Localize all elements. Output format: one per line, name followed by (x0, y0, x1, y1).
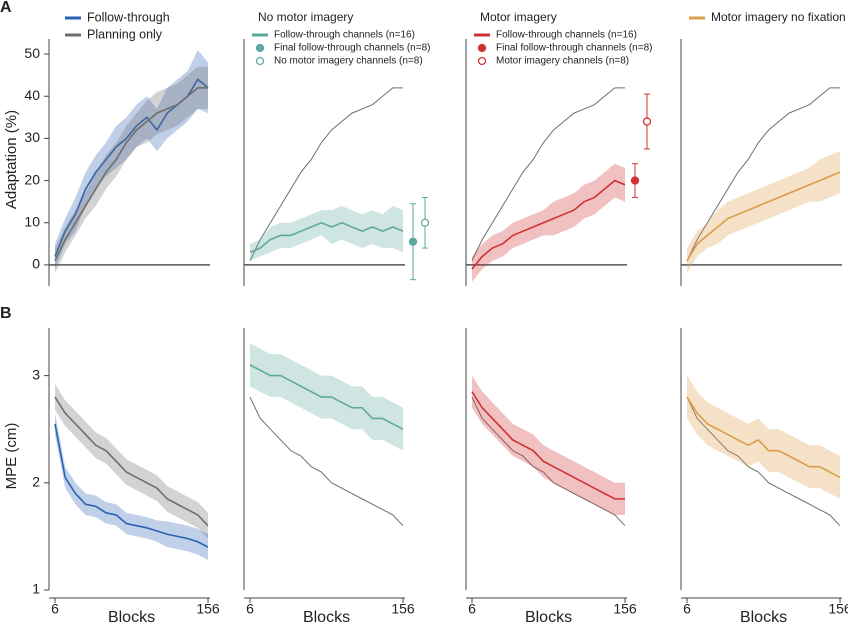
series-line (249, 221, 404, 254)
y-tick-label: 3 (32, 366, 40, 382)
panel-label: A (0, 0, 12, 16)
x-axis-label: Blocks (740, 609, 787, 626)
y-tick-label: 20 (24, 171, 40, 187)
y-tick-label: 50 (24, 45, 40, 61)
error-band (687, 375, 840, 499)
legend-label: Follow-through channels (n=16) (496, 30, 637, 41)
x-tick-label: 156 (613, 601, 637, 617)
series-line (471, 179, 626, 270)
x-axis-label: Blocks (303, 609, 350, 626)
legend-title: Motor imagery (480, 10, 557, 24)
legend-label: Planning only (87, 27, 163, 41)
series-line (249, 396, 404, 527)
x-tick-label: 6 (51, 601, 59, 617)
y-tick-label: 30 (24, 129, 40, 145)
series-line (249, 87, 403, 261)
series-line (54, 396, 209, 527)
legend-label: Follow-through (87, 10, 170, 24)
series-line (471, 396, 626, 527)
series-line (54, 423, 209, 548)
x-tick-label: 156 (828, 601, 848, 617)
legend-marker (255, 43, 265, 53)
error-band (472, 375, 625, 515)
series-line (249, 364, 404, 430)
x-tick-label: 6 (683, 601, 691, 617)
x-tick-label: 6 (468, 601, 476, 617)
x-axis-label: Blocks (525, 609, 572, 626)
legend-label: No motor imagery channels (n=8) (274, 56, 423, 67)
y-tick-label: 10 (24, 213, 40, 229)
series-line (471, 87, 625, 261)
series-line (54, 87, 208, 262)
x-axis-label: Blocks (108, 609, 155, 626)
y-axis-label: Adaptation (%) (3, 110, 20, 209)
error-band (687, 151, 840, 274)
series-line (686, 171, 841, 262)
y-tick-label: 1 (32, 581, 40, 597)
y-tick-label: 2 (32, 474, 40, 490)
x-tick-label: 156 (196, 601, 220, 617)
series-line (686, 396, 841, 527)
legend-label: Follow-through channels (n=16) (274, 30, 415, 41)
series-line (686, 396, 841, 479)
legend-label: Motor imagery channels (n=8) (496, 56, 629, 67)
error-band (250, 205, 403, 261)
point (408, 237, 418, 246)
legend-label: Final follow-through channels (n=8) (274, 43, 430, 54)
y-tick-label: 40 (24, 87, 40, 103)
error-band (55, 66, 208, 274)
y-tick-label: 0 (32, 256, 40, 272)
error-band (55, 49, 208, 270)
legend-label: Motor imagery no fixation (711, 10, 846, 24)
point (642, 117, 652, 126)
x-tick-label: 6 (246, 601, 254, 617)
series-line (471, 391, 625, 500)
series-line (686, 87, 840, 261)
error-band (55, 413, 208, 560)
x-tick-label: 156 (391, 601, 415, 617)
legend-label: Final follow-through channels (n=8) (496, 43, 652, 54)
panel-label: B (0, 305, 12, 322)
error-band (472, 163, 625, 282)
legend-marker (477, 43, 487, 53)
point (420, 218, 430, 227)
y-axis-label: MPE (cm) (3, 423, 20, 490)
point (630, 176, 640, 185)
legend-marker (255, 56, 265, 66)
legend-title: No motor imagery (258, 10, 353, 24)
legend-marker (477, 56, 487, 66)
